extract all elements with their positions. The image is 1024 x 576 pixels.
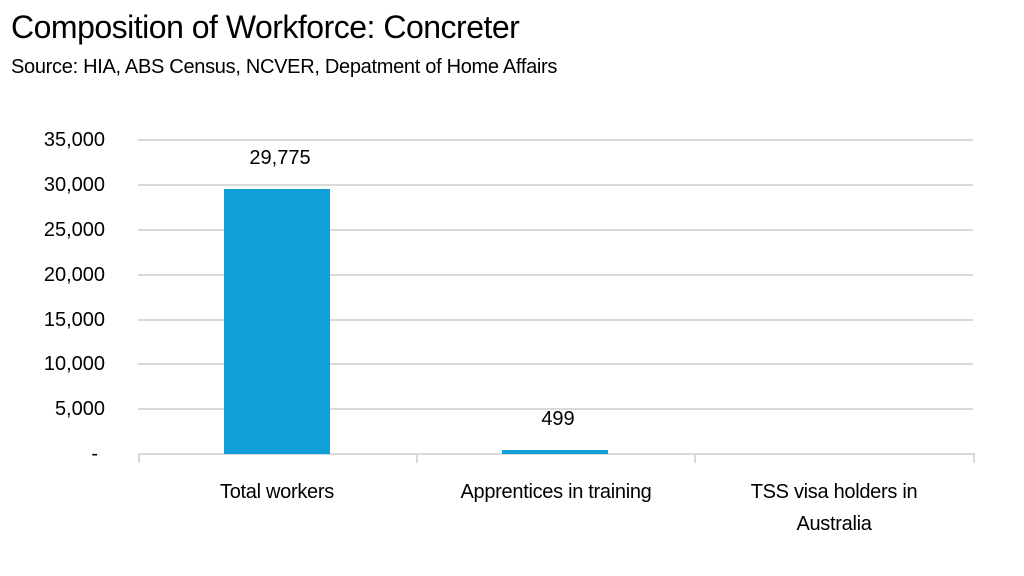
- data-label-apprentices: 499: [541, 408, 575, 430]
- chart-title: Composition of Workforce: Concreter: [11, 9, 520, 45]
- y-tick-label: 25,000: [43, 219, 105, 241]
- gridline-25000: [138, 229, 973, 231]
- y-tick-label: -: [91, 443, 98, 465]
- y-tick-label: 15,000: [43, 309, 105, 331]
- y-tick-label: 30,000: [43, 174, 105, 196]
- gridline-5000: [138, 408, 973, 410]
- x-axis-tick: [973, 453, 975, 463]
- x-tick-label-tss-visa: TSS visa holders in Australia: [750, 481, 918, 535]
- x-tick-label-total-workers: Total workers: [220, 481, 334, 503]
- x-axis-tick: [138, 453, 140, 463]
- y-tick-label: 35,000: [43, 129, 105, 151]
- gridline-20000: [138, 274, 973, 276]
- gridline-30000: [138, 184, 973, 186]
- data-label-total-workers: 29,775: [249, 147, 311, 169]
- x-axis-tick: [416, 453, 418, 463]
- y-tick-label: 5,000: [54, 398, 105, 420]
- gridline-35000: [138, 139, 973, 141]
- bar-apprentices-in-training[interactable]: [502, 450, 608, 454]
- bar-total-workers[interactable]: [224, 189, 330, 454]
- gridline-15000: [138, 319, 973, 321]
- gridline-10000: [138, 363, 973, 365]
- y-tick-label: 10,000: [43, 353, 105, 375]
- y-tick-label: 20,000: [43, 264, 105, 286]
- chart-subtitle: Source: HIA, ABS Census, NCVER, Depatmen…: [11, 56, 558, 78]
- x-tick-label-apprentices: Apprentices in training: [460, 481, 652, 503]
- x-axis-line: [138, 453, 975, 455]
- x-axis-tick: [694, 453, 696, 463]
